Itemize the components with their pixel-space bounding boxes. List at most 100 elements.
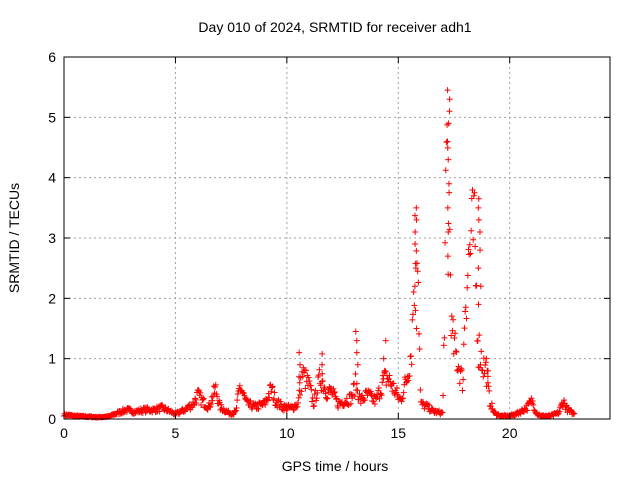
data-point <box>270 396 277 403</box>
data-point <box>452 330 459 337</box>
data-point <box>485 383 492 390</box>
data-point <box>488 400 495 407</box>
data-point <box>467 250 474 257</box>
data-point <box>193 400 200 407</box>
data-point <box>330 385 337 392</box>
data-point <box>354 387 361 394</box>
data-point <box>445 220 452 227</box>
data-point <box>206 404 213 411</box>
data-point <box>307 382 314 389</box>
data-point <box>452 348 459 355</box>
data-point <box>426 402 433 409</box>
y-axis-label: SRMTID / TECUs <box>6 183 22 293</box>
data-point <box>444 144 451 151</box>
data-point <box>369 393 376 400</box>
data-point <box>255 406 262 413</box>
data-point <box>308 386 315 393</box>
data-point <box>384 375 391 382</box>
data-point <box>387 379 394 386</box>
data-point <box>270 395 277 402</box>
data-point <box>231 408 238 415</box>
data-point <box>530 401 537 408</box>
data-point <box>311 391 318 398</box>
y-tick-label: 5 <box>48 109 56 125</box>
data-point <box>457 367 464 374</box>
data-point <box>446 108 453 115</box>
x-tick-label: 0 <box>60 425 68 441</box>
data-point <box>489 405 496 412</box>
data-point <box>277 398 284 405</box>
data-point <box>444 87 451 94</box>
data-point <box>366 389 373 396</box>
data-point <box>414 268 421 275</box>
data-point <box>313 395 320 402</box>
data-point <box>405 377 412 384</box>
data-point <box>466 241 473 248</box>
data-point <box>458 366 465 373</box>
data-point <box>353 380 360 387</box>
data-point <box>462 308 469 315</box>
data-point <box>486 387 493 394</box>
data-point <box>475 265 482 272</box>
data-point <box>296 373 303 380</box>
data-point <box>331 389 338 396</box>
data-point <box>449 327 456 334</box>
data-point <box>209 397 216 404</box>
data-point <box>528 395 535 402</box>
data-point <box>415 279 422 286</box>
axis-ticks: 0 5 10 15 20 0 1 2 3 4 5 6 <box>48 49 610 441</box>
data-point <box>280 407 287 414</box>
data-point <box>399 395 406 402</box>
data-point <box>295 394 302 401</box>
data-point <box>233 404 240 411</box>
data-point <box>475 216 482 223</box>
data-point <box>319 377 326 384</box>
data-point <box>380 355 387 362</box>
data-point <box>409 316 416 323</box>
data-point <box>382 337 389 344</box>
data-point <box>408 361 415 368</box>
data-point <box>412 212 418 219</box>
data-point <box>317 382 324 389</box>
data-point <box>353 349 360 356</box>
data-point <box>461 325 468 332</box>
data-point <box>556 408 563 415</box>
data-point <box>183 405 190 412</box>
data-point <box>271 389 278 396</box>
data-point <box>413 216 420 223</box>
data-point <box>262 401 269 408</box>
data-point <box>444 138 451 145</box>
data-point <box>333 395 340 402</box>
data-point <box>260 400 267 407</box>
data-point <box>283 407 290 414</box>
data-point <box>377 391 384 398</box>
data-point <box>371 392 378 399</box>
data-point <box>445 156 452 163</box>
data-point <box>460 376 467 383</box>
data-point <box>448 313 455 320</box>
data-point <box>127 405 134 412</box>
data-point <box>442 239 449 246</box>
x-axis-label: GPS time / hours <box>282 458 389 474</box>
data-point <box>450 316 457 323</box>
data-point <box>302 385 309 392</box>
data-point <box>182 408 189 415</box>
data-point <box>268 388 275 395</box>
data-point <box>570 411 577 418</box>
data-point <box>409 311 416 318</box>
x-tick-label: 15 <box>390 425 406 441</box>
data-point <box>412 228 419 235</box>
data-point <box>480 355 487 362</box>
data-point <box>448 332 455 339</box>
data-point <box>459 387 466 394</box>
data-point <box>491 408 498 415</box>
data-point <box>476 332 483 339</box>
data-point <box>403 378 410 385</box>
data-point <box>296 379 303 386</box>
data-point <box>335 404 342 411</box>
data-point <box>296 361 303 368</box>
data-point <box>354 361 361 368</box>
data-points <box>61 87 578 421</box>
